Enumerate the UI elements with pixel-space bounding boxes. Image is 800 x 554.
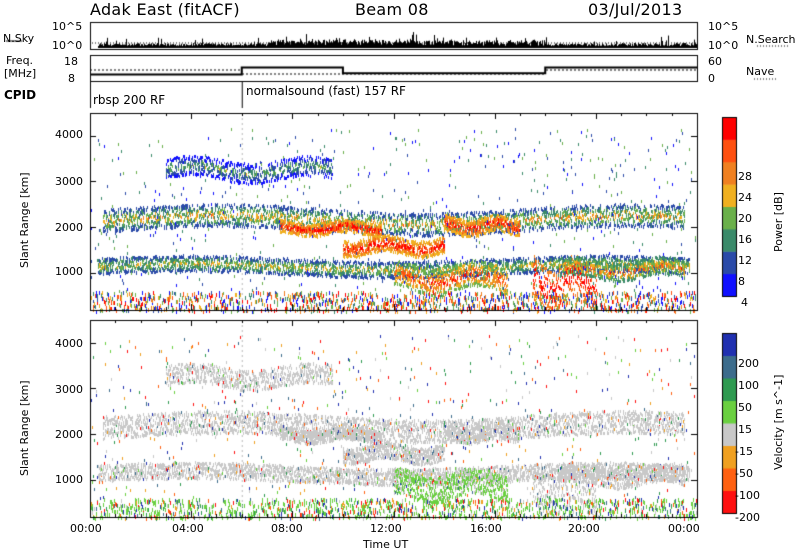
vel-tick-15: 15: [738, 423, 752, 436]
nave-tick-bottom: 0: [708, 72, 715, 85]
pw-tick-28: 28: [738, 170, 752, 183]
vel-tick-50: 50: [738, 401, 752, 414]
beam-title: Beam 08: [355, 0, 429, 19]
xtick-2000: 20:00: [568, 522, 600, 535]
vel-tick-neg200: -200: [735, 511, 760, 524]
velocity-colorbar-label: Velocity [m s^-1]: [772, 374, 785, 470]
vel-ylabel: Slant Range [km]: [18, 380, 31, 476]
cpid-label: CPID: [4, 88, 37, 102]
xtick-0800: 08:00: [271, 522, 303, 535]
power-ytick-1000: 1000: [55, 265, 83, 278]
noise-right-tick-top: 10^5: [708, 20, 739, 33]
vel-tick-neg50: -50: [735, 467, 753, 480]
vel-ytick-2000: 2000: [55, 428, 83, 441]
station-title: Adak East (fitACF): [90, 0, 240, 19]
noise-left-tick-top: 10^5: [52, 20, 83, 33]
freq-label-1: Freq.: [6, 54, 34, 67]
freq-label-2: [MHz]: [4, 67, 37, 80]
vel-tick-neg15: -15: [735, 445, 753, 458]
vel-tick-100: 100: [738, 379, 759, 392]
power-ylabel: Slant Range [km]: [18, 172, 31, 268]
pw-tick-8: 8: [738, 275, 745, 288]
pw-tick-4: 4: [741, 296, 748, 309]
nave-label: Nave: [746, 65, 775, 78]
xtick-0400: 04:00: [172, 522, 204, 535]
pw-tick-12: 12: [738, 254, 752, 267]
date-title: 03/Jul/2013: [588, 0, 683, 19]
vel-ytick-1000: 1000: [55, 473, 83, 486]
nave-tick-top: 60: [708, 55, 722, 68]
noise-left-tick-bottom: 10^0: [52, 39, 83, 52]
xtick-2400: 00:00: [668, 522, 700, 535]
freq-tick-bottom: 8: [68, 72, 75, 85]
pw-tick-24: 24: [738, 191, 752, 204]
xtick-1600: 16:00: [470, 522, 502, 535]
vel-ytick-3000: 3000: [55, 383, 83, 396]
vel-ytick-4000: 4000: [55, 337, 83, 350]
vel-tick-neg100: -100: [735, 489, 760, 502]
power-ytick-3000: 3000: [55, 175, 83, 188]
power-colorbar-label: Power [dB]: [772, 192, 785, 252]
pw-tick-20: 20: [738, 212, 752, 225]
noise-sky-label: N.Sky: [3, 32, 35, 45]
freq-tick-top: 18: [64, 55, 78, 68]
x-axis-title: Time UT: [363, 538, 409, 551]
pw-tick-16: 16: [738, 233, 752, 246]
power-ytick-2000: 2000: [55, 221, 83, 234]
xtick-1200: 12:00: [370, 522, 402, 535]
cpid-segment-1: rbsp 200 RF: [93, 93, 166, 107]
power-ytick-4000: 4000: [55, 128, 83, 141]
cpid-segment-2: normalsound (fast) 157 RF: [246, 84, 406, 98]
noise-search-label: N.Search: [746, 33, 796, 46]
noise-right-tick-bottom: 10^0: [708, 39, 739, 52]
vel-tick-200: 200: [738, 357, 759, 370]
xtick-0000: 00:00: [70, 522, 102, 535]
